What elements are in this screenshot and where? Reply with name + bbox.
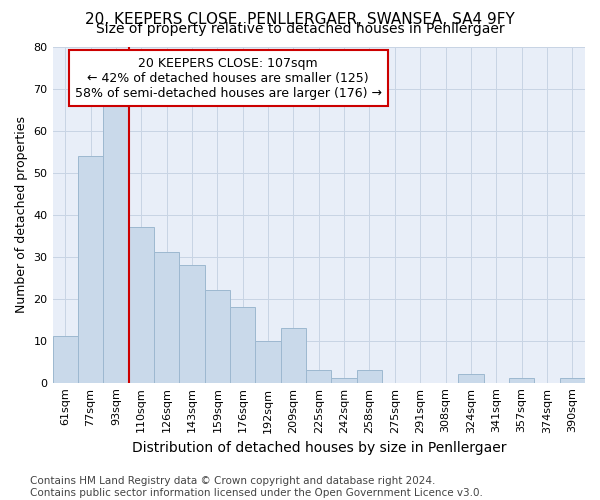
Text: 20, KEEPERS CLOSE, PENLLERGAER, SWANSEA, SA4 9FY: 20, KEEPERS CLOSE, PENLLERGAER, SWANSEA,… xyxy=(85,12,515,28)
Bar xyxy=(256,340,281,382)
Bar xyxy=(230,307,256,382)
Bar xyxy=(154,252,179,382)
Text: Size of property relative to detached houses in Penllergaer: Size of property relative to detached ho… xyxy=(95,22,505,36)
Y-axis label: Number of detached properties: Number of detached properties xyxy=(15,116,28,313)
Bar xyxy=(78,156,103,382)
Bar xyxy=(509,378,534,382)
Bar xyxy=(560,378,585,382)
X-axis label: Distribution of detached houses by size in Penllergaer: Distribution of detached houses by size … xyxy=(131,441,506,455)
Bar xyxy=(331,378,357,382)
Bar xyxy=(205,290,230,382)
Bar xyxy=(128,227,154,382)
Bar xyxy=(103,101,128,382)
Bar xyxy=(357,370,382,382)
Bar xyxy=(53,336,78,382)
Bar xyxy=(281,328,306,382)
Bar xyxy=(306,370,331,382)
Text: 20 KEEPERS CLOSE: 107sqm
← 42% of detached houses are smaller (125)
58% of semi-: 20 KEEPERS CLOSE: 107sqm ← 42% of detach… xyxy=(75,56,382,100)
Bar xyxy=(179,265,205,382)
Bar xyxy=(458,374,484,382)
Text: Contains HM Land Registry data © Crown copyright and database right 2024.
Contai: Contains HM Land Registry data © Crown c… xyxy=(30,476,483,498)
